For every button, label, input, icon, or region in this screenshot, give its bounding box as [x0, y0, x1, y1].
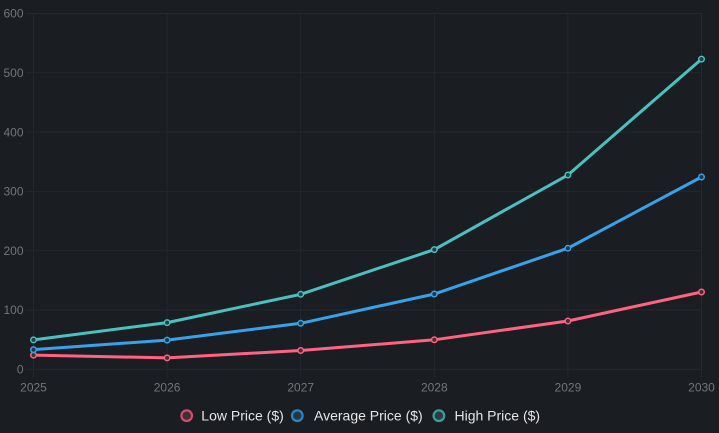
svg-text:2029: 2029: [555, 381, 582, 395]
svg-text:2028: 2028: [421, 381, 448, 395]
svg-text:500: 500: [3, 66, 23, 80]
svg-text:400: 400: [3, 125, 23, 139]
svg-text:2030: 2030: [688, 381, 715, 395]
svg-text:0: 0: [17, 363, 24, 377]
svg-text:300: 300: [3, 185, 23, 199]
svg-text:High Price ($): High Price ($): [455, 408, 541, 424]
svg-text:Low Price ($): Low Price ($): [201, 408, 283, 424]
svg-text:600: 600: [3, 7, 23, 21]
svg-text:100: 100: [3, 303, 23, 317]
svg-text:Average Price ($): Average Price ($): [314, 408, 423, 424]
svg-text:200: 200: [3, 244, 23, 258]
svg-text:2027: 2027: [287, 381, 314, 395]
svg-text:2026: 2026: [154, 381, 181, 395]
svg-text:2025: 2025: [20, 381, 47, 395]
